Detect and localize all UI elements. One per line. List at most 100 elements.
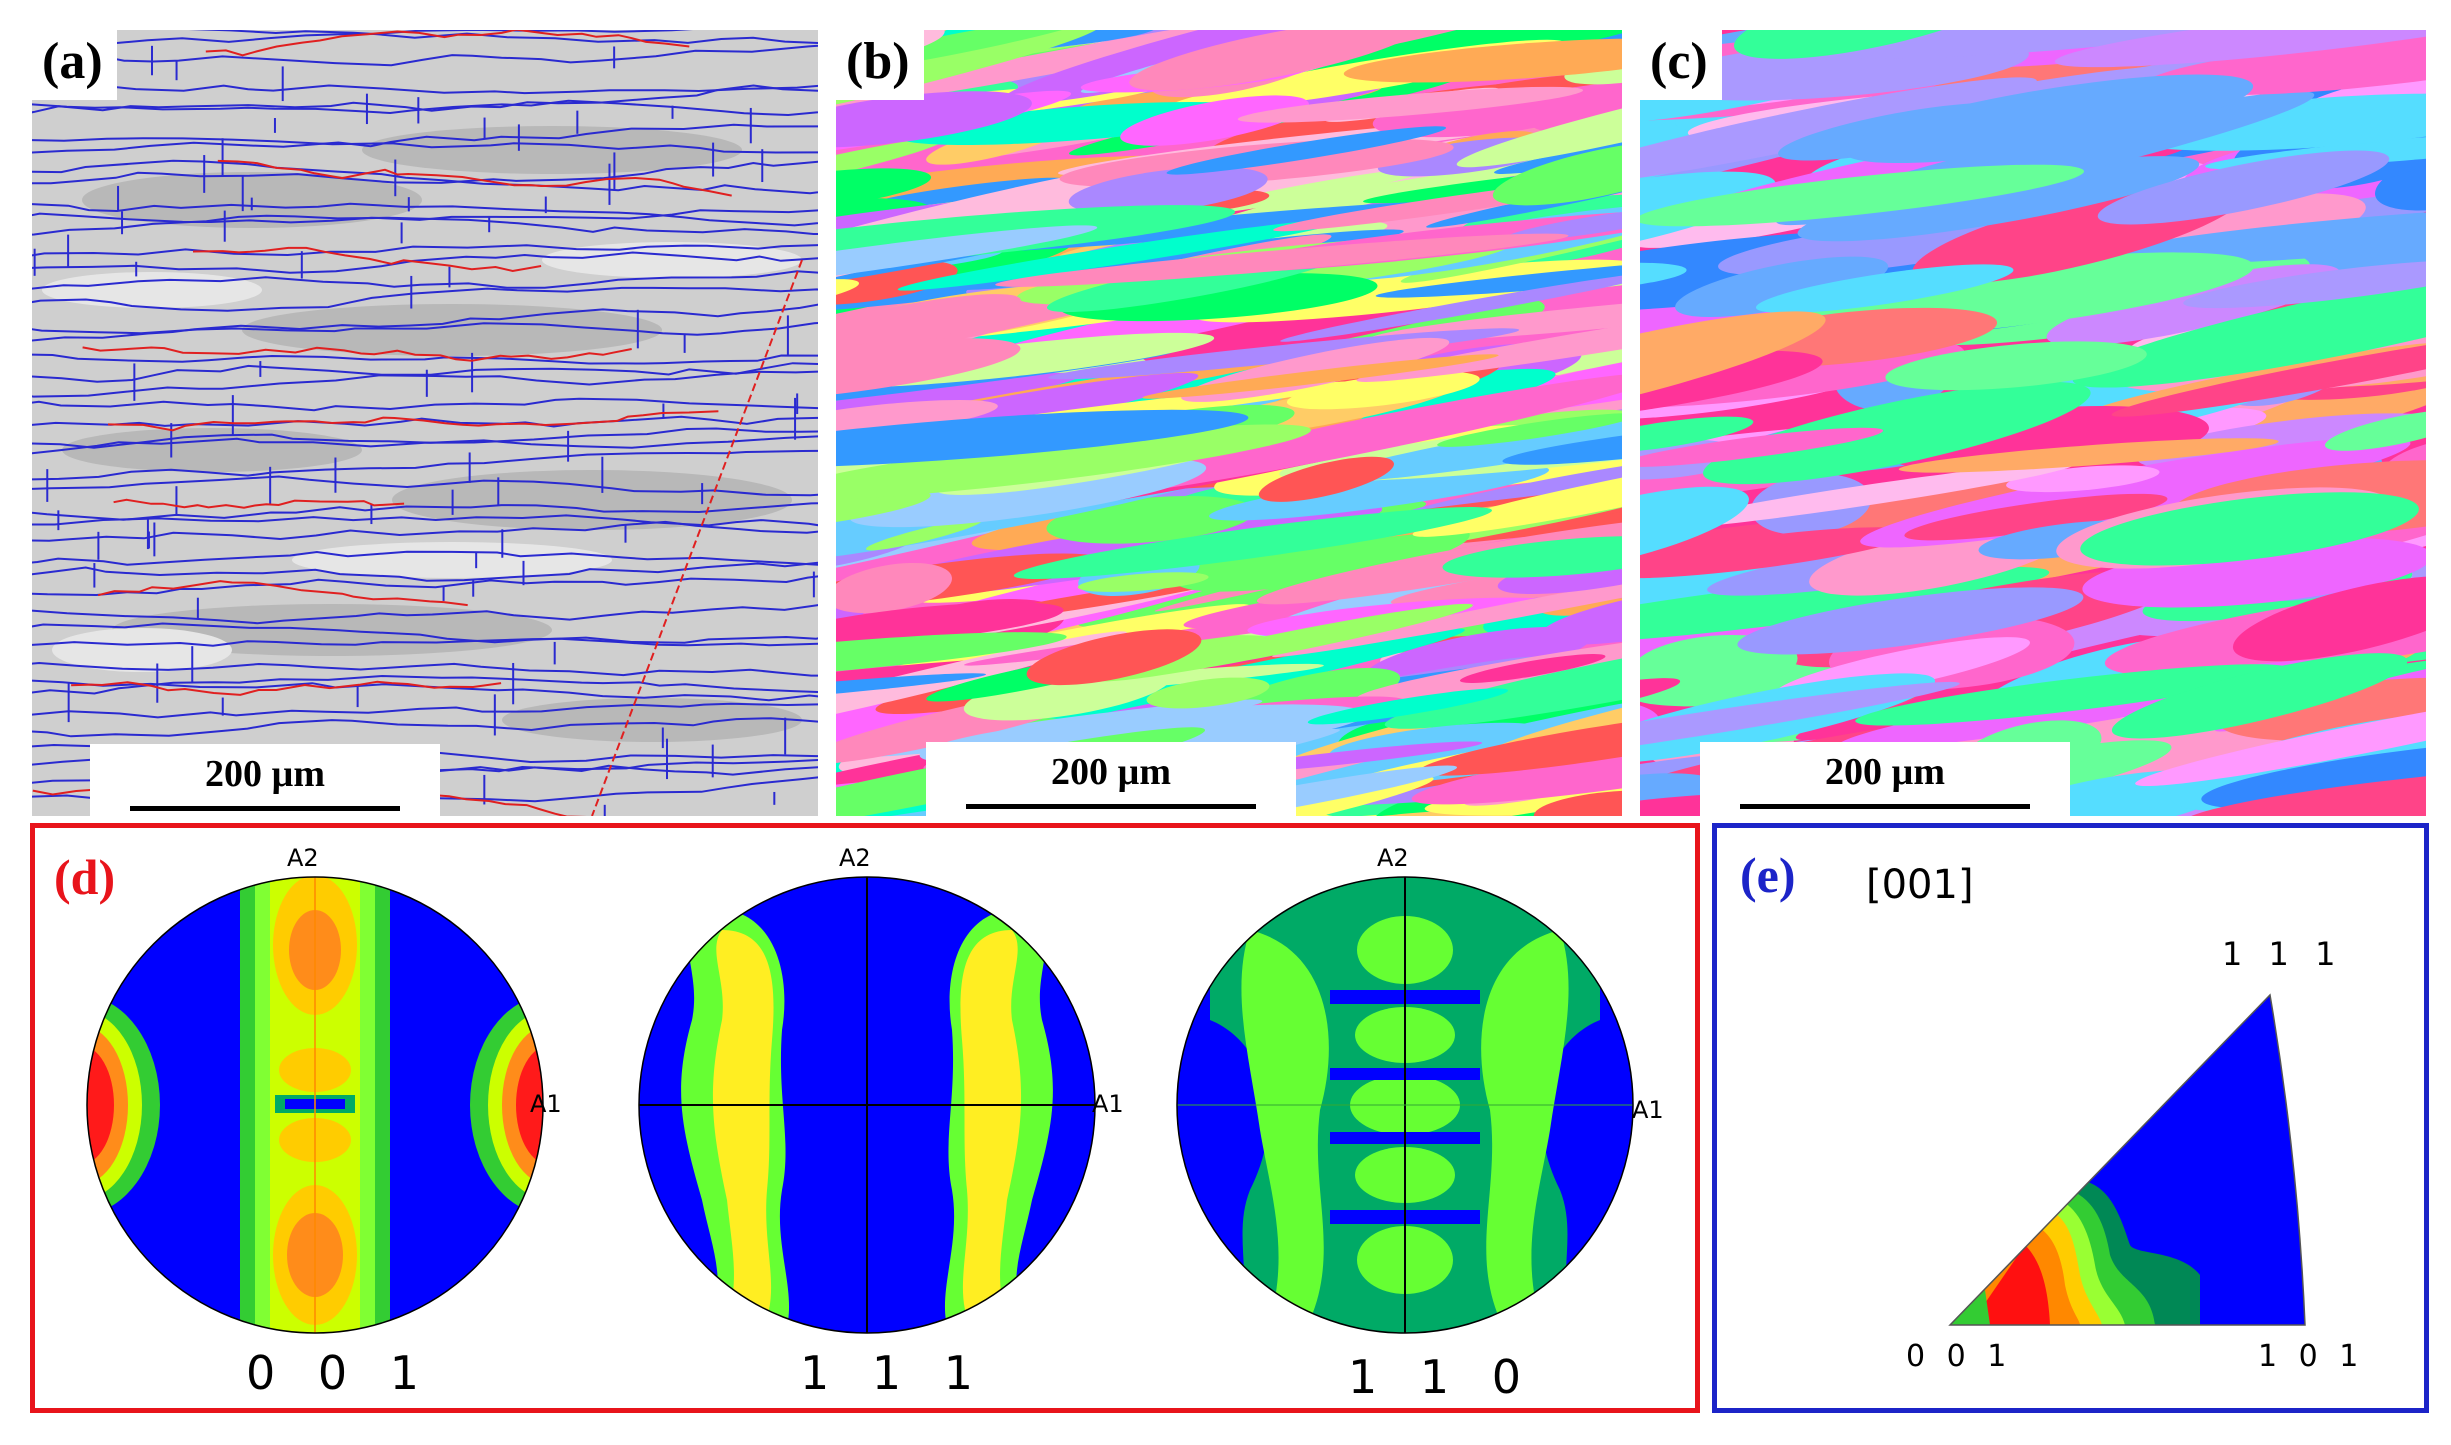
grain <box>1412 447 1622 537</box>
scale-bar-a-line <box>130 806 400 811</box>
grain <box>1703 381 2091 485</box>
grain <box>836 424 1312 500</box>
grain <box>1442 536 1622 578</box>
grain <box>1531 84 1622 133</box>
grain <box>1208 465 1550 521</box>
grain-boundary <box>32 415 818 428</box>
pf1-axis-a2: A2 <box>287 844 319 872</box>
grain <box>1640 171 1776 265</box>
scale-bar-b: 200 µm <box>926 742 1296 816</box>
grain <box>1424 765 1622 816</box>
orientation-map-b-image <box>836 30 1622 816</box>
grain-boundary <box>32 575 818 597</box>
panel-b-orientation-map: (b) 200 µm <box>836 30 1622 816</box>
grain-boundary <box>32 661 818 677</box>
grain <box>836 409 1249 468</box>
pole-figure-111: A2 A1 1 1 1 <box>632 846 1124 1400</box>
grain-boundary <box>32 514 818 527</box>
grain-boundary <box>32 637 818 647</box>
grain <box>836 260 958 305</box>
grain <box>1280 272 1622 342</box>
grain-boundary <box>32 123 818 154</box>
pf2-axis-a2: A2 <box>839 844 871 872</box>
grain <box>1733 30 2016 59</box>
grain-boundary <box>32 270 818 290</box>
grain-boundary <box>32 604 818 625</box>
grain <box>1855 664 2289 726</box>
grain <box>1502 207 1622 242</box>
pole-figure-001: A2 A1 0 0 1 <box>80 846 562 1400</box>
low-angle-boundary <box>205 30 690 57</box>
grain-boundary <box>32 99 818 117</box>
pole-figure-frame <box>30 823 1700 1413</box>
grain <box>1237 86 1583 123</box>
orientation-map-c-image <box>1640 30 2426 816</box>
grain <box>2324 409 2426 451</box>
grain-boundary <box>32 286 818 312</box>
grain <box>2072 256 2426 388</box>
grain <box>836 225 1098 299</box>
grain <box>2120 93 2426 151</box>
scale-bar-c: 200 µm <box>1700 742 2070 816</box>
low-angle-boundary <box>192 246 542 273</box>
grain <box>1843 74 2254 164</box>
grain <box>1803 471 2076 542</box>
grain <box>836 294 1021 375</box>
grain <box>1068 167 1268 214</box>
grain-boundary <box>32 702 818 719</box>
grain <box>1120 95 1309 146</box>
pf2-name: 1 1 1 <box>800 1346 988 1400</box>
grain <box>995 233 1569 287</box>
grain <box>1492 141 1622 206</box>
pf2-axis-a1: A1 <box>1092 1090 1124 1118</box>
grain-boundary <box>32 427 818 455</box>
grain <box>836 91 1032 148</box>
grain <box>2144 34 2426 96</box>
grain <box>1885 341 2147 391</box>
grain <box>1175 524 1470 592</box>
grain <box>2375 135 2426 211</box>
grain <box>836 602 1064 645</box>
grain <box>1640 164 2084 227</box>
pf3-axis-a1: A1 <box>1632 1096 1664 1124</box>
pf3-axis-a2: A2 <box>1377 844 1409 872</box>
grain-boundary <box>32 520 818 542</box>
grain-boundary <box>32 370 818 398</box>
pf3-name: 1 1 0 <box>1348 1350 1536 1404</box>
grain <box>1533 790 1622 816</box>
grain <box>1497 312 1622 376</box>
low-angle-boundary <box>82 346 632 362</box>
grain-boundary <box>32 202 818 227</box>
hagb-lines <box>32 30 818 816</box>
grain-boundary <box>32 622 818 644</box>
grain <box>1083 372 1622 496</box>
grain <box>1307 688 1509 725</box>
low-angle-boundary <box>591 259 803 816</box>
grain <box>1356 291 1622 382</box>
grain-boundary <box>32 137 818 154</box>
grain <box>1364 626 1592 686</box>
grain <box>1898 438 2279 473</box>
grain <box>836 673 987 707</box>
scale-bar-a-text: 200 µm <box>204 753 326 795</box>
grain <box>1755 264 2014 313</box>
panel-b-label: (b) <box>836 30 924 100</box>
grain <box>1539 583 1622 645</box>
grain <box>1737 587 2084 655</box>
grain <box>1098 603 1473 682</box>
grain-boundary <box>32 244 818 257</box>
grain <box>2232 575 2426 662</box>
grain <box>1640 527 1913 579</box>
grain-boundary <box>32 550 818 566</box>
grain <box>1322 395 1622 482</box>
grain <box>1129 30 1419 91</box>
grain-boundary <box>32 449 818 481</box>
inverse-pole-figure-frame <box>1712 823 2429 1413</box>
grain <box>1419 707 1622 776</box>
panel-a-label: (a) <box>32 30 117 100</box>
grain-boundary <box>32 303 818 342</box>
grain <box>1640 522 1794 612</box>
panel-a-boundary-map: (a) 200 µm <box>32 30 818 816</box>
grain <box>836 168 932 213</box>
low-angle-boundary <box>71 680 502 696</box>
